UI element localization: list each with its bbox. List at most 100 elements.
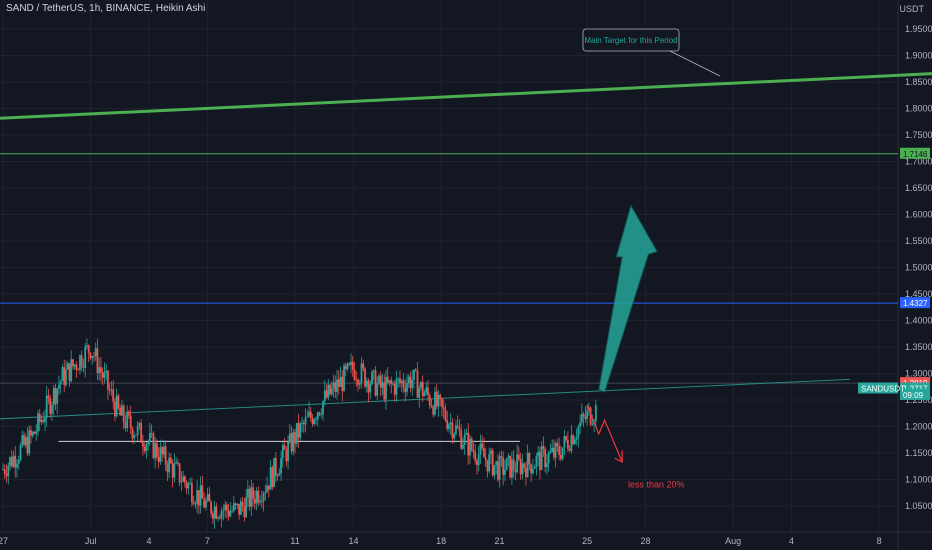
candle-body <box>147 441 150 445</box>
candle-body <box>547 452 550 464</box>
candle-body <box>491 450 494 476</box>
candle-body <box>586 410 589 419</box>
candle-body <box>386 376 389 383</box>
candle-body <box>339 376 342 387</box>
candle-body <box>575 437 578 440</box>
candle-body <box>30 430 32 436</box>
x-tick-label: 21 <box>494 536 504 546</box>
candles <box>2 338 597 529</box>
candle-body <box>234 503 237 506</box>
candle-body <box>273 458 275 487</box>
candle-body <box>73 364 76 367</box>
candle-body <box>594 405 597 422</box>
candle-body <box>213 506 216 519</box>
candle-body <box>47 395 50 399</box>
price-label-text: 1.7146 <box>903 150 928 159</box>
candle-body <box>145 444 148 451</box>
candle-body <box>336 379 338 392</box>
candle-body <box>16 463 18 468</box>
candle-body <box>353 369 356 380</box>
candle-body <box>112 389 115 402</box>
candle-body <box>176 462 179 464</box>
candle-body <box>442 407 445 410</box>
y-tick-label: 1.4000 <box>905 316 932 326</box>
candle-body <box>509 455 512 478</box>
candle-body <box>159 447 162 462</box>
callout-box <box>582 28 680 52</box>
candle-body <box>425 387 428 393</box>
candle-body <box>262 493 265 502</box>
candle-body <box>584 416 587 419</box>
candle-body <box>288 433 291 442</box>
candle-body <box>539 451 541 471</box>
time-axis[interactable]: 27 Jul 4 7 11 14 18 21 25 28 Aug 4 8 <box>0 536 882 546</box>
candle-body <box>82 367 85 368</box>
candle-body <box>49 398 52 414</box>
candle-body <box>390 380 393 385</box>
candle-body <box>61 367 64 382</box>
candle-body <box>558 446 561 455</box>
callout-text: Main Target for this Period <box>584 36 677 45</box>
candle-body <box>126 411 129 429</box>
candle-body <box>204 500 207 508</box>
candle-body <box>516 454 519 473</box>
candle-body <box>211 513 214 519</box>
price-label-bg <box>900 147 930 159</box>
price-label-text: 09:09 <box>903 391 924 400</box>
y-tick-label: 1.1500 <box>905 448 932 458</box>
candle-body <box>545 463 548 468</box>
candle-body <box>332 382 335 389</box>
rising-trendline[interactable] <box>0 378 850 420</box>
candle-body <box>365 380 368 387</box>
candle-body <box>421 381 424 397</box>
candle-body <box>582 413 585 417</box>
candle-body <box>124 422 127 429</box>
candle-body <box>246 488 249 498</box>
down-arrow[interactable] <box>586 404 623 463</box>
candle-body <box>168 457 171 473</box>
price-label-level-blue: 1.4327 <box>900 297 930 309</box>
candle-body <box>250 487 253 507</box>
candle-body <box>199 485 202 506</box>
candle-body <box>56 388 59 404</box>
main-target-line[interactable] <box>0 70 932 120</box>
candle-body <box>577 426 580 438</box>
candle-body <box>423 392 426 397</box>
candle-body <box>192 502 195 505</box>
candle-body <box>169 457 172 464</box>
y-tick-label: 1.1000 <box>905 475 932 485</box>
candle-body <box>107 370 109 390</box>
candle-body <box>96 348 99 374</box>
candle-body <box>504 469 506 475</box>
candle-body <box>381 382 384 388</box>
candle-body <box>54 387 57 404</box>
candle-body <box>299 423 302 438</box>
candle-body <box>552 447 555 458</box>
candle-body <box>483 448 485 458</box>
candle-body <box>210 501 213 514</box>
candle-body <box>245 497 247 518</box>
candle-body <box>138 423 141 426</box>
candle-body <box>217 517 220 519</box>
candle-body <box>566 440 569 449</box>
candle-body <box>495 461 498 465</box>
target-callout[interactable]: Main Target for this Period <box>582 28 721 77</box>
candle-body <box>274 458 277 476</box>
currency-label: USDT <box>899 4 925 14</box>
candle-body <box>446 420 449 429</box>
callout-pointer <box>669 50 721 77</box>
candle-body <box>323 390 326 402</box>
price-axis[interactable]: 1.0500 1.1000 1.1500 1.2000 1.2500 1.3000 1.35… <box>905 24 932 511</box>
candle-body <box>374 370 377 396</box>
candle-body <box>376 383 379 396</box>
up-arrow[interactable] <box>598 204 658 393</box>
candle-body <box>591 423 594 425</box>
candle-body <box>150 433 153 434</box>
candle-body <box>542 446 545 449</box>
candle-body <box>456 425 459 428</box>
candle-body <box>316 412 319 420</box>
candle-body <box>161 447 164 455</box>
candle-body <box>164 446 167 465</box>
candle-body <box>93 355 95 357</box>
